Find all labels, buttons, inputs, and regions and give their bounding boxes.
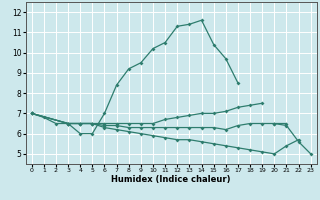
X-axis label: Humidex (Indice chaleur): Humidex (Indice chaleur) [111, 175, 231, 184]
